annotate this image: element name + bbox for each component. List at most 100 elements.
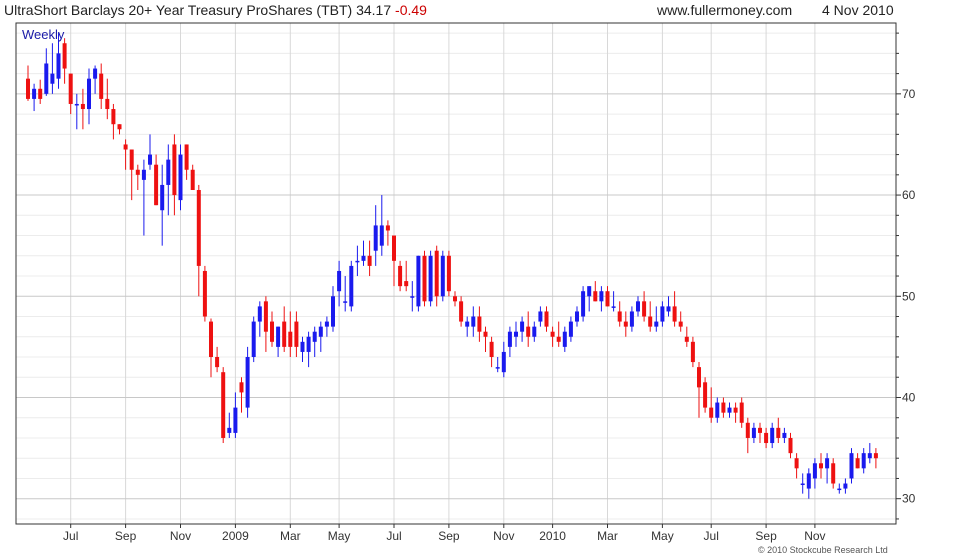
candle-body <box>697 367 701 388</box>
candle-body <box>288 331 293 347</box>
candle-body <box>849 453 854 479</box>
last-price: 34.17 <box>356 2 392 18</box>
candle-body <box>758 427 762 433</box>
candle-body <box>770 427 775 444</box>
x-tick-label: Mar <box>597 529 618 543</box>
candle-body <box>239 382 244 393</box>
candle-body <box>568 321 573 337</box>
candle-body <box>251 321 256 357</box>
candle-body <box>416 255 421 307</box>
candle-body <box>794 458 799 469</box>
candle-body <box>166 159 171 185</box>
candle-body <box>477 316 482 332</box>
x-tick-label: Mar <box>280 529 301 543</box>
candle-body <box>867 453 872 459</box>
candle-body <box>428 255 433 302</box>
candle-body <box>294 321 299 347</box>
candle-body <box>678 321 683 327</box>
x-tick-label: Sep <box>438 529 460 543</box>
candle-body <box>184 144 189 170</box>
candle-body <box>526 326 531 337</box>
candle-body <box>642 301 647 317</box>
candle-body <box>837 488 842 491</box>
candle-body <box>507 331 512 347</box>
candle-body <box>684 336 689 342</box>
candle-body <box>465 321 470 327</box>
candle-body <box>74 103 79 106</box>
plot-frame <box>15 22 897 525</box>
candle-body <box>80 103 85 110</box>
y-tick-label: 70 <box>902 87 916 101</box>
candle-body <box>172 144 177 196</box>
candle-body <box>532 326 537 337</box>
candle-body <box>501 351 506 373</box>
candle-body <box>495 367 500 369</box>
candle-body <box>434 250 439 297</box>
candle-body <box>227 427 232 433</box>
candle-body <box>806 473 811 489</box>
candle-body <box>471 316 476 327</box>
candle-body <box>373 225 378 251</box>
x-tick-label: 2009 <box>222 529 249 543</box>
x-tick-label: Jul <box>63 529 78 543</box>
candle-body <box>263 301 268 332</box>
candle-body <box>751 427 756 438</box>
candle-body <box>812 463 817 479</box>
candle-body <box>715 402 720 418</box>
candle-body <box>440 255 445 297</box>
candle-body <box>550 331 555 337</box>
candle-body <box>160 184 165 211</box>
candle-body <box>385 225 390 231</box>
x-tick-label: Sep <box>755 529 777 543</box>
candle-body <box>337 270 342 292</box>
x-tick-label: May <box>651 529 674 543</box>
candle-body <box>245 357 250 408</box>
candle-body <box>575 311 579 322</box>
candle-body <box>99 73 104 99</box>
price-change: -0.49 <box>395 2 427 18</box>
candle-body <box>745 422 750 438</box>
candle-body <box>312 331 317 342</box>
candle-body <box>562 331 567 347</box>
candle-body <box>861 453 866 469</box>
candle-body <box>56 53 61 79</box>
chart-title-line: UltraShort Barclays 20+ Year Treasury Pr… <box>4 0 427 20</box>
candle-body <box>459 301 464 322</box>
candle-body <box>343 301 348 303</box>
candle-body <box>739 402 744 423</box>
candle-body <box>629 311 634 327</box>
candle-body <box>623 321 628 327</box>
candle-body <box>361 255 366 261</box>
candle-body <box>38 88 43 99</box>
candle-body <box>764 432 769 444</box>
candle-body <box>410 296 415 298</box>
candle-body <box>788 437 793 454</box>
candle-body <box>648 316 653 327</box>
x-tick-label: 2010 <box>539 529 566 543</box>
candle-body <box>690 341 695 363</box>
candle-body <box>123 144 128 150</box>
candle-body <box>489 341 494 357</box>
candle-body <box>422 255 427 302</box>
candle-body <box>776 427 781 438</box>
candle-body <box>514 331 518 337</box>
candle-body <box>105 98 110 110</box>
candle-body <box>32 88 37 99</box>
candle-body <box>831 463 836 484</box>
candle-body <box>190 169 195 190</box>
candle-body <box>93 68 98 79</box>
candle-body <box>318 326 323 337</box>
x-tick-label: Nov <box>170 529 191 543</box>
candle-body <box>306 336 311 352</box>
candle-body <box>611 306 616 308</box>
candle-body <box>300 341 305 352</box>
candle-body <box>135 169 140 175</box>
candle-body <box>672 306 677 322</box>
y-tick-label: 50 <box>902 289 916 303</box>
candle-body <box>636 301 640 312</box>
candle-body <box>221 372 226 438</box>
candle-body <box>209 321 213 357</box>
candle-body <box>276 326 281 347</box>
candle-body <box>233 407 238 433</box>
candle-body <box>392 235 396 261</box>
